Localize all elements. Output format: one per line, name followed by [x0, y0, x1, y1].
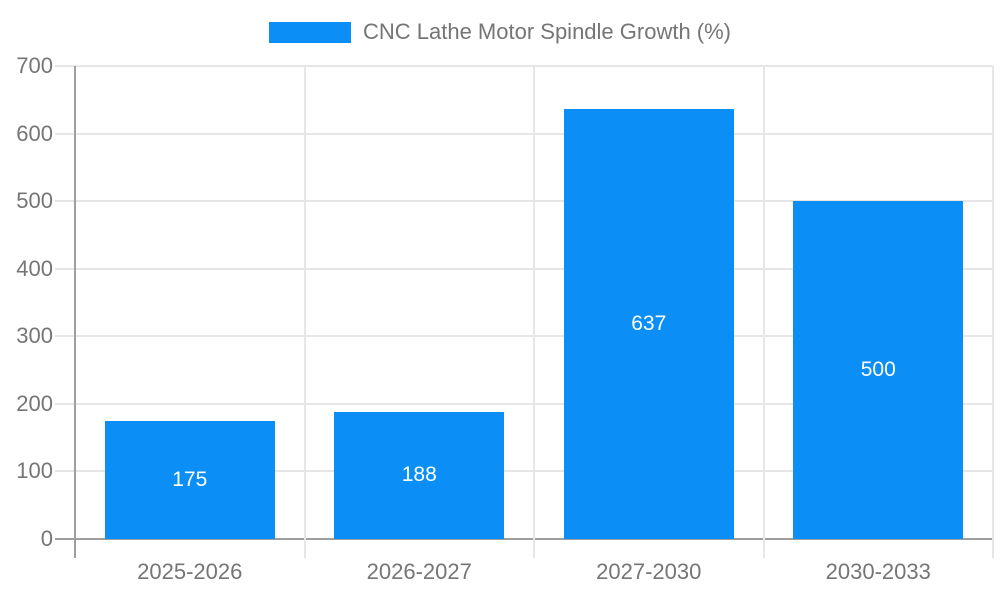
category-separator [533, 66, 535, 558]
y-tick-label: 600 [16, 120, 53, 146]
x-tick-label: 2025-2026 [137, 559, 243, 584]
y-gridline [55, 335, 993, 338]
category-separator [992, 66, 994, 558]
y-tick-label: 300 [16, 323, 53, 349]
y-gridline [55, 200, 993, 203]
bar-value-label: 500 [860, 358, 896, 382]
y-gridline [55, 470, 993, 473]
bar-value-label: 637 [631, 311, 667, 335]
x-tick-label: 2030-2033 [825, 559, 931, 584]
y-tick-label: 0 [40, 526, 53, 551]
x-tick-label: 2027-2030 [596, 559, 702, 584]
legend-swatch [268, 21, 351, 43]
y-gridline [55, 65, 993, 67]
y-tick-label: 700 [16, 53, 53, 78]
y-tick-label: 100 [16, 458, 53, 484]
bar-value-label: 188 [401, 463, 437, 487]
y-gridline [55, 402, 993, 405]
legend: CNC Lathe Motor Spindle Growth (%) [0, 20, 1000, 44]
x-tick-label: 2026-2027 [366, 559, 472, 584]
bar: 637 [563, 108, 734, 539]
bar-value-label: 175 [172, 467, 208, 491]
bar: 188 [334, 411, 505, 539]
y-gridline [55, 267, 993, 270]
y-axis-line [74, 66, 76, 558]
plot-area: 175 188 637 500 [55, 65, 994, 558]
y-tick-label: 200 [16, 390, 53, 416]
bar: 500 [793, 201, 964, 539]
bar: 175 [104, 420, 275, 539]
category-separator [762, 66, 765, 558]
y-tick-label: 400 [16, 255, 53, 281]
y-gridline [55, 132, 993, 135]
x-axis-line [55, 538, 993, 540]
legend-label: CNC Lathe Motor Spindle Growth (%) [362, 19, 732, 44]
category-separator [303, 66, 306, 558]
y-tick-label: 500 [16, 188, 53, 214]
